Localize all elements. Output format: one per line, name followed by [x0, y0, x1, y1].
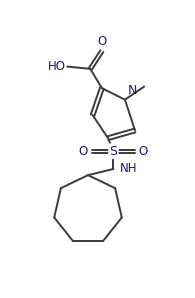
Text: O: O	[139, 145, 148, 158]
Text: NH: NH	[120, 162, 137, 176]
Text: N: N	[128, 84, 137, 97]
Text: S: S	[109, 145, 117, 158]
Text: O: O	[79, 145, 88, 158]
Text: HO: HO	[48, 60, 66, 73]
Text: O: O	[97, 35, 106, 48]
